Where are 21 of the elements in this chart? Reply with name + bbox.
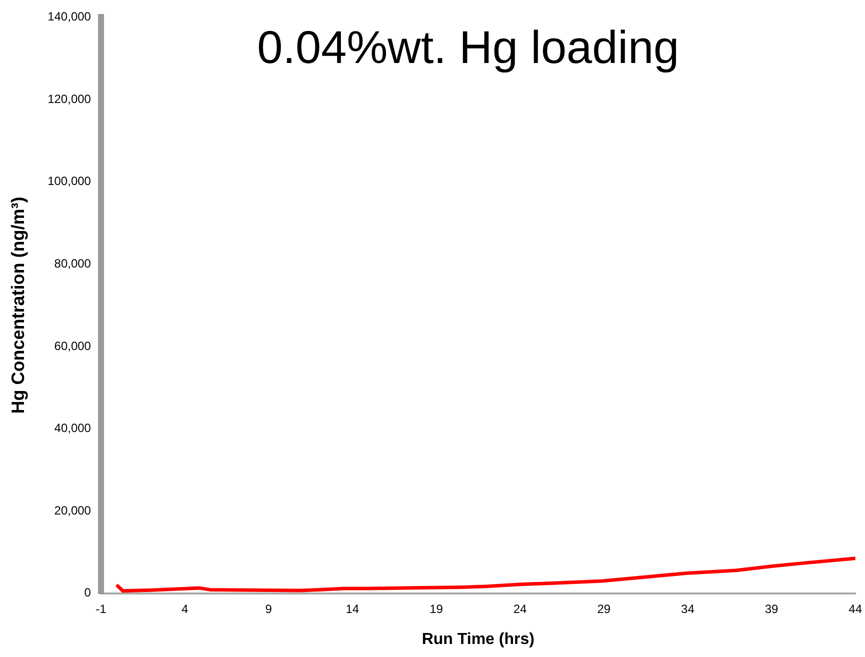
- y-axis-title: Hg Concentration (ng/m³): [8, 196, 28, 414]
- x-tick-label: 9: [265, 602, 272, 616]
- y-tick-label: 100,000: [48, 174, 92, 188]
- x-axis-title: Run Time (hrs): [422, 630, 534, 648]
- y-tick-label: 20,000: [54, 503, 92, 518]
- y-tick-label: 40,000: [54, 421, 92, 436]
- x-tick-label: 14: [346, 602, 360, 616]
- y-tick-label: 60,000: [54, 338, 92, 353]
- y-tick-label: 140,000: [48, 10, 92, 24]
- x-tick-label: 44: [848, 602, 862, 616]
- x-tick-label: -1: [96, 602, 107, 616]
- x-tick-label: 4: [181, 602, 188, 616]
- y-tick-label: 0: [84, 586, 92, 600]
- x-tick-label: 24: [513, 602, 528, 616]
- x-tick-label: 19: [430, 602, 444, 616]
- x-tick-label: 39: [764, 602, 779, 616]
- chart-title: 0.04%wt. Hg loading: [257, 20, 680, 73]
- y-tick-label: 120,000: [48, 92, 92, 106]
- x-tick-label: 29: [597, 602, 611, 616]
- y-tick-label: 80,000: [54, 256, 92, 270]
- x-tick-label: 34: [681, 602, 695, 616]
